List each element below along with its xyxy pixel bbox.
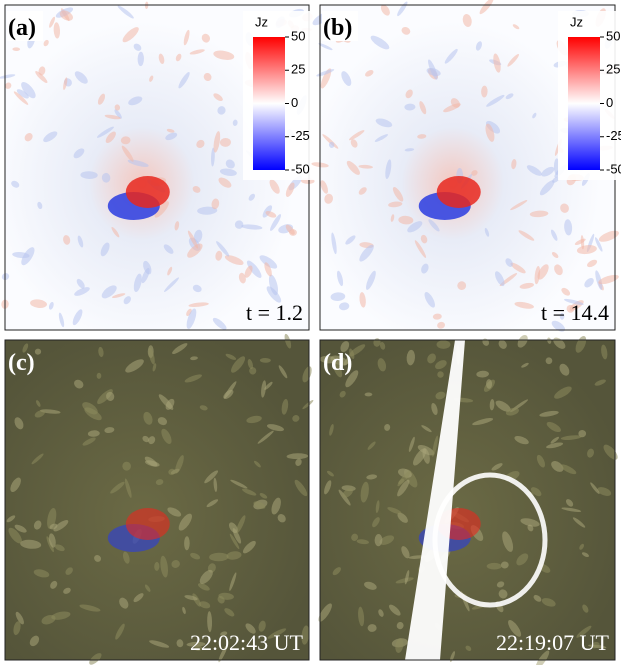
colorbar-tick-label: 0	[291, 95, 298, 110]
panel-label: (d)	[323, 350, 352, 376]
panel: (b) t = 14.4 Jz 50 25 0 -25 -50	[311, 0, 621, 334]
core-positive	[126, 508, 170, 540]
panel: (c) 22:02:43 UT	[5, 333, 314, 665]
panel: (a) t = 1.2 Jz 50 25 0 -25 -50	[0, 2, 319, 332]
colorbar-tick-label: 50	[606, 28, 620, 43]
colorbar-tick-label: -25	[291, 128, 310, 143]
colorbar-tick-label: -50	[606, 161, 621, 176]
colorbar-tick-label: 25	[291, 62, 305, 77]
panel-annotation: t = 1.2	[246, 300, 303, 325]
figure: (a) t = 1.2 Jz 50 25 0 -25 -50 (b) t = 14.4 Jz 50 25…	[0, 0, 621, 665]
panel-label: (c)	[8, 350, 35, 376]
texture	[437, 340, 451, 349]
panel-label: (a)	[8, 15, 36, 41]
colorbar-tick-label: -50	[291, 161, 310, 176]
colorbar	[253, 37, 285, 170]
texture	[235, 220, 244, 229]
texture	[487, 563, 502, 570]
core-positive	[126, 176, 170, 208]
colorbar-title: Jz	[255, 14, 268, 29]
panel-annotation: t = 14.4	[541, 300, 609, 325]
colorbar-tick-label: 0	[606, 95, 613, 110]
colorbar-title: Jz	[570, 14, 583, 29]
colorbar-tick-label: 50	[291, 28, 305, 43]
panel-label: (b)	[323, 15, 352, 41]
colorbar-tick-label: -25	[606, 128, 621, 143]
panel: (d) 22:19:07 UT	[316, 333, 620, 665]
panel-annotation: 22:19:07 UT	[496, 630, 610, 655]
colorbar	[568, 37, 600, 170]
panel-annotation: 22:02:43 UT	[190, 630, 304, 655]
core-positive	[437, 176, 481, 208]
texture	[35, 349, 41, 355]
colorbar-tick-label: 25	[606, 62, 620, 77]
